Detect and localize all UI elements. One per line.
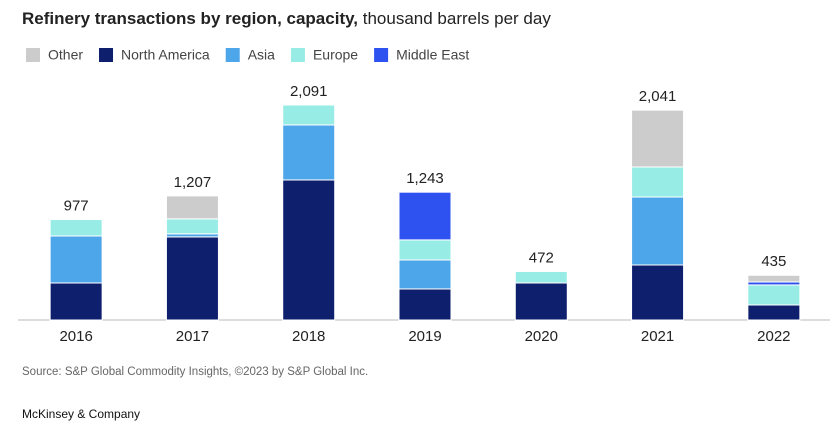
bar-segment [631, 166, 685, 198]
x-tick-label: 2016 [59, 328, 92, 345]
bar-segment [49, 219, 103, 237]
chart-title: Refinery transactions by region, capacit… [22, 9, 551, 28]
title: Refinery transactions by region, capacit… [22, 9, 358, 28]
x-tick-label: 2017 [176, 328, 209, 345]
bar-segment [747, 304, 801, 321]
bar-segment [282, 104, 336, 126]
legend-label: Asia [248, 47, 275, 63]
bar-segment [631, 264, 685, 321]
legend-swatch [374, 48, 389, 62]
bar-segment [514, 270, 568, 284]
total-label: 2,091 [290, 83, 328, 100]
total-label: 472 [529, 249, 554, 266]
x-tick-label: 2022 [757, 328, 790, 345]
bar-segment [165, 195, 219, 220]
bar-segment [49, 235, 103, 284]
legend-label: Europe [313, 47, 358, 63]
bar-segment [49, 282, 103, 321]
bar-segment [631, 109, 685, 168]
bar-segment [398, 239, 452, 261]
legend-swatch [99, 48, 114, 62]
bar-segment [398, 259, 452, 290]
legend-swatch [290, 48, 305, 62]
source: Source: S&P Global Commodity Insights, ©… [22, 366, 368, 378]
legend-label: Other [48, 47, 83, 63]
legend: Other North America Asia Europe Middle East [26, 47, 469, 63]
bar-segment [514, 282, 568, 321]
bar-segment [398, 288, 452, 321]
bar-segment [282, 124, 336, 181]
bar-segment [631, 196, 685, 266]
legend-label: North America [121, 47, 210, 63]
total-label: 2,041 [639, 88, 677, 105]
subtitle: thousand barrels per day [363, 9, 552, 28]
x-tick-label: 2019 [408, 328, 441, 345]
x-tick-label: 2021 [641, 328, 674, 345]
bar-segment [165, 236, 219, 321]
x-tick-label: 2018 [292, 328, 325, 345]
x-tick-label: 2020 [525, 328, 558, 345]
total-label: 977 [64, 198, 89, 215]
legend-label: Middle East [396, 47, 469, 63]
bar-segment [747, 274, 801, 283]
legend-swatch [26, 48, 40, 62]
footer: McKinsey & Company [22, 407, 140, 421]
total-label: 1,207 [174, 174, 212, 191]
total-label: 1,243 [406, 170, 444, 187]
bar-segment [398, 191, 452, 241]
legend-swatch [225, 48, 240, 62]
bar-segment [747, 284, 801, 306]
bar-segment [282, 179, 336, 321]
total-label: 435 [761, 253, 786, 270]
bar-segment [165, 218, 219, 235]
